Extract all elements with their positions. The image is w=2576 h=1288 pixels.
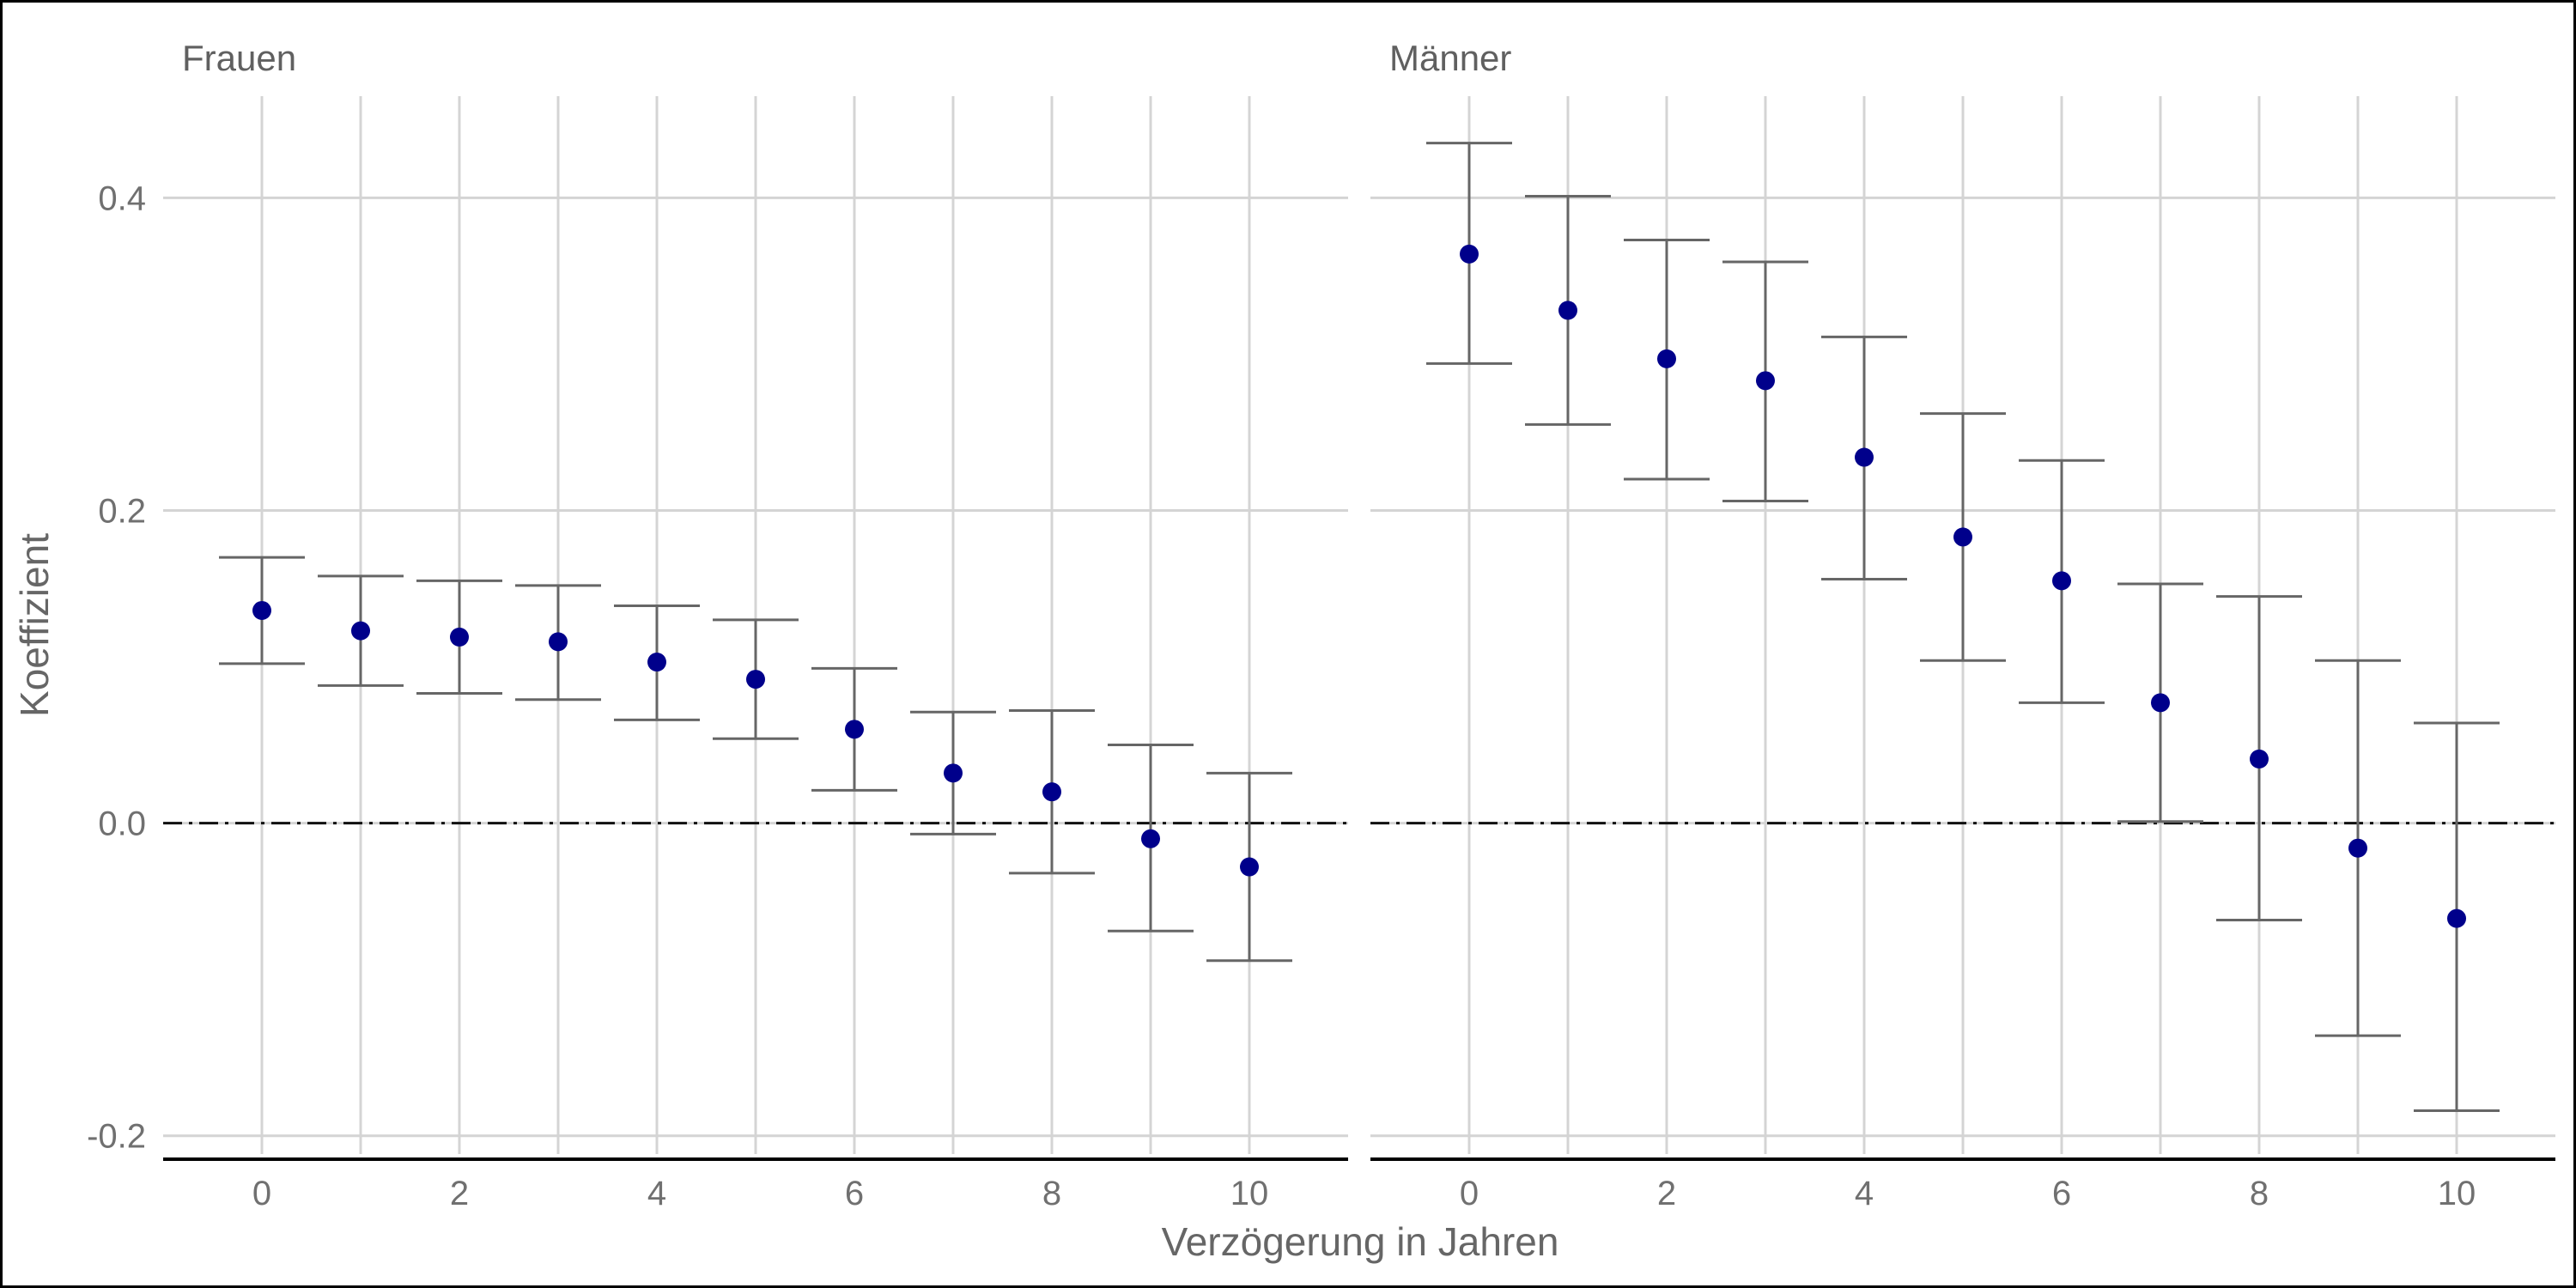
panel-maenner: Männer 0 2 4 6 8 10 (1370, 38, 2555, 1212)
x-axis-title: Verzögerung in Jahren (1162, 1219, 1559, 1264)
x-tick-label: 0 (252, 1175, 271, 1212)
x-tick-label: 0 (1460, 1175, 1479, 1212)
x-tick-label: 6 (2052, 1175, 2071, 1212)
coefficient-point (1558, 301, 1577, 320)
panel-title: Frauen (182, 38, 296, 78)
coefficient-point (2151, 693, 2170, 713)
coefficient-point (1756, 371, 1775, 391)
coefficient-point (1042, 782, 1061, 802)
coefficient-point (746, 670, 765, 690)
coefficient-point (1657, 349, 1676, 368)
y-tick-label: -0.2 (87, 1118, 146, 1156)
x-tick-label: 4 (647, 1175, 666, 1212)
x-tick-label: 6 (845, 1175, 864, 1212)
coefficient-point (647, 653, 666, 672)
coefficient-point (2447, 908, 2466, 928)
y-axis-ticks: -0.2 0.0 0.2 0.4 (87, 179, 146, 1155)
y-tick-label: 0.0 (98, 805, 146, 843)
x-tick-label: 8 (1042, 1175, 1061, 1212)
x-tick-label: 10 (2438, 1175, 2476, 1212)
panel-title: Männer (1389, 38, 1511, 78)
x-tick-label: 8 (2250, 1175, 2269, 1212)
coefficient-point (252, 600, 271, 620)
panels: Frauen 0 2 4 6 8 10 Männer 0 2 4 6 8 10 (163, 38, 2555, 1212)
coefficient-point (450, 627, 469, 647)
y-tick-label: 0.2 (98, 492, 146, 530)
x-tick-label: 10 (1230, 1175, 1269, 1212)
coefficient-point (549, 632, 568, 652)
coefficient-point (2348, 838, 2367, 858)
coefficient-point (944, 763, 963, 783)
coefficient-point (1953, 527, 1972, 547)
coefficient-point (1855, 447, 1874, 467)
y-axis-title: Koeffizient (12, 533, 57, 717)
coefficient-point (2250, 749, 2269, 769)
y-tick-label: 0.4 (98, 179, 146, 217)
coefficient-point (1240, 857, 1259, 877)
coefficient-point (845, 720, 864, 739)
coefficient-point (2052, 571, 2071, 591)
panel-frauen: Frauen 0 2 4 6 8 10 (163, 38, 1348, 1212)
x-tick-label: 2 (450, 1175, 469, 1212)
coefficient-point (1141, 829, 1160, 848)
coefficient-point (1460, 244, 1479, 264)
coefficient-point (351, 621, 370, 641)
x-tick-label: 4 (1855, 1175, 1874, 1212)
x-tick-label: 2 (1657, 1175, 1676, 1212)
